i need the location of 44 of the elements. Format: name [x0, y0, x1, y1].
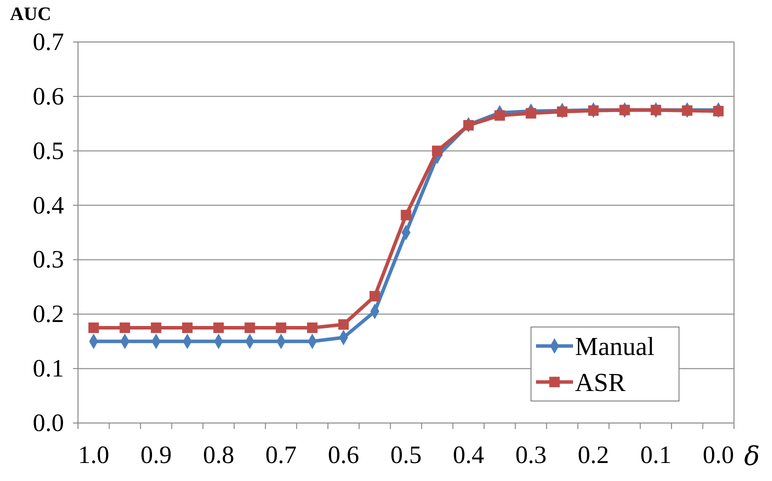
point	[463, 120, 474, 131]
y-tick-label: 0.2	[32, 301, 64, 328]
x-axis-title: δ	[744, 442, 760, 472]
y-tick-label: 0.3	[32, 246, 64, 274]
legend-label: Manual	[575, 332, 654, 361]
point	[120, 322, 130, 333]
point	[276, 322, 286, 333]
y-tick-label: 0.7	[32, 29, 64, 56]
x-tick-label: 0.2	[578, 442, 610, 469]
point	[619, 104, 630, 116]
point	[400, 210, 412, 220]
x-tick-label: 0.7	[265, 442, 297, 469]
point	[88, 322, 99, 333]
point	[338, 319, 349, 330]
point	[432, 146, 442, 156]
x-tick-label: 0.9	[140, 442, 172, 469]
point	[556, 106, 568, 117]
point	[494, 110, 505, 121]
point	[182, 322, 193, 333]
y-axis-title: AUC	[10, 4, 52, 25]
category-label: 0.0	[32, 410, 64, 437]
point	[588, 105, 599, 116]
y-tick-label: 0.4	[32, 192, 64, 220]
point	[713, 106, 724, 116]
point	[213, 322, 224, 333]
x-tick-label: 0.8	[202, 442, 234, 469]
legend-label: ASR	[575, 368, 626, 397]
x-tick-label: 0.6	[328, 442, 360, 469]
point	[307, 322, 318, 333]
point	[370, 290, 380, 302]
y-tick-label: 0.5	[32, 138, 64, 165]
point	[682, 105, 692, 116]
point	[244, 322, 256, 333]
y-tick-label: 0.1	[32, 356, 64, 383]
x-tick-label: 0.5	[390, 442, 422, 469]
x-tick-label: 0.3	[515, 442, 547, 469]
x-tick-label: 0.0	[702, 442, 734, 469]
x-tick-label: 0.4	[452, 442, 485, 469]
x-tick-label: 1.0	[78, 442, 110, 469]
y-tick-label: 0.6	[32, 83, 64, 110]
point	[650, 104, 662, 116]
point	[526, 108, 536, 119]
point	[150, 322, 162, 333]
x-tick-label: 0.1	[640, 442, 672, 469]
